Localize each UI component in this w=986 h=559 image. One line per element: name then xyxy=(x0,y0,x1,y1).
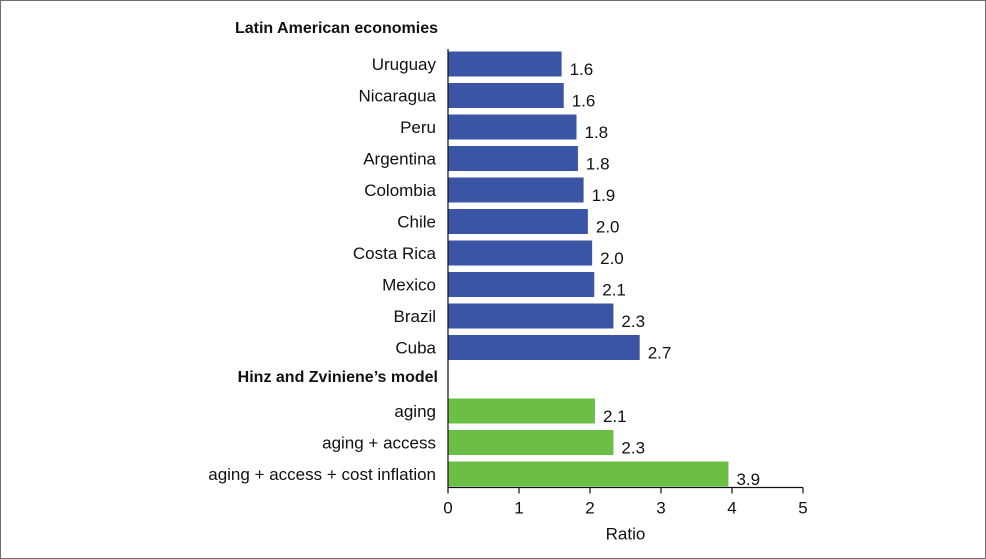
category-label: Chile xyxy=(397,213,436,232)
data-label: 3.9 xyxy=(736,470,760,489)
x-tick-label: 3 xyxy=(656,499,665,518)
category-label: Uruguay xyxy=(372,55,437,74)
category-label: aging + access xyxy=(322,434,436,453)
data-label: 1.6 xyxy=(572,92,596,111)
bar xyxy=(448,335,640,360)
x-axis-label: Ratio xyxy=(606,525,646,544)
category-label: aging xyxy=(394,402,436,421)
bar xyxy=(448,146,578,171)
bar xyxy=(448,114,577,140)
bar xyxy=(448,83,564,108)
data-label: 2.3 xyxy=(621,312,645,331)
category-label: Colombia xyxy=(364,181,436,200)
bar xyxy=(448,303,614,329)
data-label: 1.9 xyxy=(592,186,616,205)
category-label: Peru xyxy=(400,118,436,137)
category-label: Mexico xyxy=(382,276,436,295)
data-label: 2.1 xyxy=(602,281,626,300)
x-tick-label: 5 xyxy=(798,499,807,518)
data-label: 1.6 xyxy=(570,60,594,79)
bar xyxy=(448,177,584,203)
bar xyxy=(448,209,588,234)
group-title: Latin American economies xyxy=(235,20,438,37)
data-label: 2.0 xyxy=(596,218,620,237)
data-label: 1.8 xyxy=(586,155,610,174)
bar xyxy=(448,240,593,266)
data-label: 2.3 xyxy=(621,439,645,458)
bar xyxy=(448,272,595,297)
bar xyxy=(448,461,729,487)
category-label: Cuba xyxy=(395,339,436,358)
category-label: Nicaragua xyxy=(359,87,437,106)
x-tick-label: 1 xyxy=(514,499,523,518)
category-label: Brazil xyxy=(393,307,436,326)
data-label: 2.0 xyxy=(600,249,624,268)
bar xyxy=(448,430,614,455)
x-tick-label: 2 xyxy=(585,499,594,518)
bar xyxy=(448,398,595,424)
data-label: 2.1 xyxy=(603,407,627,426)
x-tick-label: 4 xyxy=(727,499,736,518)
x-tick-label: 0 xyxy=(443,499,452,518)
group-title: Hinz and Zviniene’s model xyxy=(238,369,438,386)
data-label: 1.8 xyxy=(585,123,609,142)
bar xyxy=(448,51,562,77)
category-label: Argentina xyxy=(363,150,436,169)
category-label: Costa Rica xyxy=(353,244,437,263)
data-label: 2.7 xyxy=(648,344,672,363)
category-label: aging + access + cost inflation xyxy=(208,465,436,484)
